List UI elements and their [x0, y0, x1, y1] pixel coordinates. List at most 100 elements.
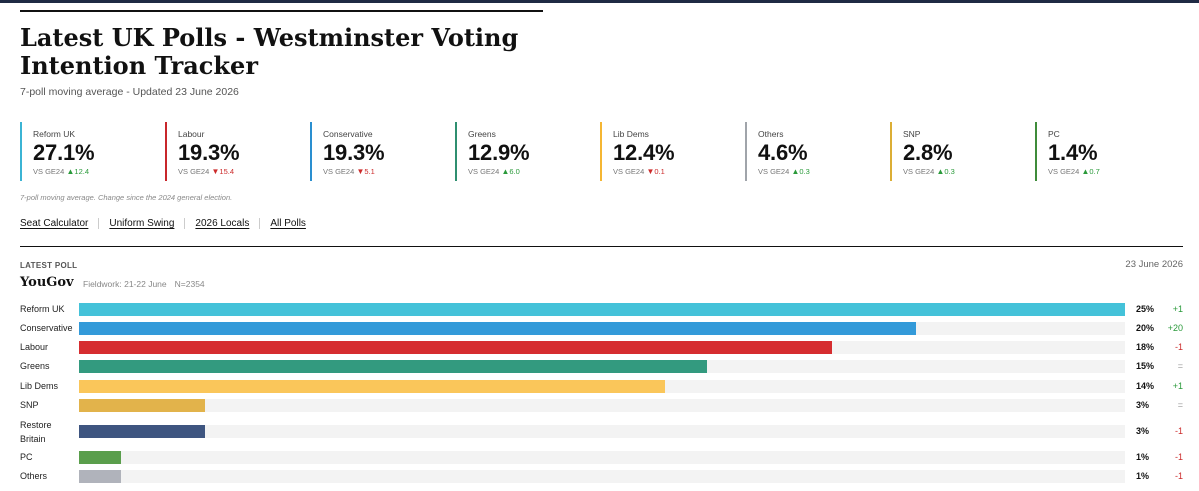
poll-bar-track: [79, 341, 1125, 354]
change-amount: 0.1: [654, 167, 665, 176]
latest-poll-date: 23 June 2026: [1125, 259, 1183, 270]
party-card-change: VS GE24 ▼15.4: [178, 167, 239, 176]
latest-poll-label: LATEST POLL: [20, 261, 78, 270]
poll-bar-party-label: Greens: [20, 361, 50, 371]
party-card-value: 1.4%: [1048, 140, 1098, 165]
party-card-name: Greens: [468, 129, 496, 139]
party-card-change: VS GE24 ▲6.0: [468, 167, 529, 176]
party-card: Conservative 19.3% VS GE24 ▼5.1: [310, 122, 385, 181]
party-card-change: VS GE24 ▼0.1: [613, 167, 674, 176]
party-card-name: Lib Dems: [613, 129, 649, 139]
poll-bar-track: [79, 360, 1125, 373]
page-subtitle: 7-poll moving average - Updated 23 June …: [20, 86, 239, 98]
party-card-name: SNP: [903, 129, 921, 139]
poll-bar-change: +1: [1172, 381, 1183, 391]
party-card-name: Others: [758, 129, 784, 139]
poll-bar-party-label: Others: [20, 471, 48, 481]
party-card-name: Conservative: [323, 129, 373, 139]
poll-bar-value: 20%: [1136, 323, 1155, 333]
poll-bar: [79, 303, 1125, 316]
triangle-up-icon: ▲: [934, 167, 945, 176]
poll-bar-track: [79, 399, 1125, 412]
poll-bar-change: -1: [1174, 342, 1183, 352]
change-amount: 12.4: [74, 167, 90, 176]
poll-bar-value: 14%: [1136, 381, 1155, 391]
poll-bar-track: [79, 322, 1125, 335]
party-card-name: Labour: [178, 129, 205, 139]
average-note: 7-poll moving average. Change since the …: [20, 193, 233, 202]
party-card-value: 12.9%: [468, 140, 530, 165]
triangle-down-icon: ▼: [209, 167, 220, 176]
party-card: Others 4.6% VS GE24 ▲0.3: [745, 122, 810, 181]
change-amount: 5.1: [364, 167, 375, 176]
party-card: SNP 2.8% VS GE24 ▲0.3: [890, 122, 955, 181]
party-card: PC 1.4% VS GE24 ▲0.7: [1035, 122, 1100, 181]
party-card-name: PC: [1048, 129, 1060, 139]
triangle-down-icon: ▼: [644, 167, 655, 176]
poll-bar-track: [79, 303, 1125, 316]
poll-bar-change: -1: [1174, 471, 1183, 481]
vs-ge24-label: VS GE24: [613, 167, 645, 176]
party-card-value: 19.3%: [178, 140, 240, 165]
poll-details: Fieldwork: 21-22 June N=2354: [83, 279, 213, 289]
poll-bar: [79, 399, 205, 412]
poll-bar-party-label: Reform UK: [20, 304, 65, 314]
nav-separator: [184, 218, 186, 229]
poll-bar-value: 15%: [1136, 361, 1155, 371]
nav-uniform-swing[interactable]: Uniform Swing: [109, 218, 175, 229]
poll-bar-party-label: Conservative: [20, 323, 73, 333]
section-rule: [20, 246, 1183, 247]
poll-bar-track: [79, 425, 1125, 438]
party-card: Labour 19.3% VS GE24 ▼15.4: [165, 122, 240, 181]
vs-ge24-label: VS GE24: [323, 167, 355, 176]
party-card-value: 2.8%: [903, 140, 953, 165]
party-card-change: VS GE24 ▲12.4: [33, 167, 94, 176]
triangle-up-icon: ▲: [499, 167, 510, 176]
poll-bar-party-label: Labour: [20, 342, 49, 352]
vs-ge24-label: VS GE24: [468, 167, 500, 176]
nav-separator: [98, 218, 100, 229]
party-card-value: 27.1%: [33, 140, 95, 165]
change-amount: 0.7: [1089, 167, 1100, 176]
nav-2026-locals[interactable]: 2026 Locals: [195, 218, 250, 229]
party-card-change: VS GE24 ▼5.1: [323, 167, 384, 176]
sample-size: N=2354: [174, 279, 205, 289]
poll-bar-change: -1: [1174, 452, 1183, 462]
vs-ge24-label: VS GE24: [178, 167, 210, 176]
fieldwork-dates: Fieldwork: 21-22 June: [83, 279, 167, 289]
party-card: Greens 12.9% VS GE24 ▲6.0: [455, 122, 530, 181]
vs-ge24-label: VS GE24: [33, 167, 65, 176]
poll-bar-value: 25%: [1136, 304, 1155, 314]
triangle-up-icon: ▲: [789, 167, 800, 176]
poll-bar: [79, 322, 916, 335]
poll-bar-change: =: [1177, 400, 1183, 410]
party-card-value: 4.6%: [758, 140, 808, 165]
party-card-name: Reform UK: [33, 129, 76, 139]
poll-bar-track: [79, 451, 1125, 464]
poll-bar-change: =: [1177, 361, 1183, 371]
poll-bar: [79, 451, 121, 464]
party-card-value: 19.3%: [323, 140, 385, 165]
poll-bar: [79, 380, 665, 393]
nav-all-polls[interactable]: All Polls: [270, 218, 306, 229]
party-card: Reform UK 27.1% VS GE24 ▲12.4: [20, 122, 95, 181]
change-amount: 0.3: [944, 167, 955, 176]
polling-average-cards: Reform UK 27.1% VS GE24 ▲12.4 Labour 19.3% VS…: [20, 122, 1180, 182]
poll-bar-value: 1%: [1136, 471, 1150, 481]
party-card-value: 12.4%: [613, 140, 675, 165]
poll-bar: [79, 425, 205, 438]
title-rule: [20, 10, 543, 12]
poll-bar: [79, 360, 707, 373]
triangle-down-icon: ▼: [354, 167, 365, 176]
poll-bar-change: +1: [1172, 304, 1183, 314]
poll-bar-track: [79, 470, 1125, 483]
poll-bar-party-label: Lib Dems: [20, 381, 59, 391]
vs-ge24-label: VS GE24: [1048, 167, 1080, 176]
party-card-change: VS GE24 ▲0.3: [903, 167, 955, 176]
page-title: Latest UK Polls - Westminster Voting Int…: [20, 23, 519, 80]
poll-bar-track: [79, 380, 1125, 393]
nav-seat-calculator[interactable]: Seat Calculator: [20, 218, 89, 229]
party-card-change: VS GE24 ▲0.7: [1048, 167, 1100, 176]
pollster-name: YouGov: [20, 275, 74, 290]
party-card: Lib Dems 12.4% VS GE24 ▼0.1: [600, 122, 675, 181]
